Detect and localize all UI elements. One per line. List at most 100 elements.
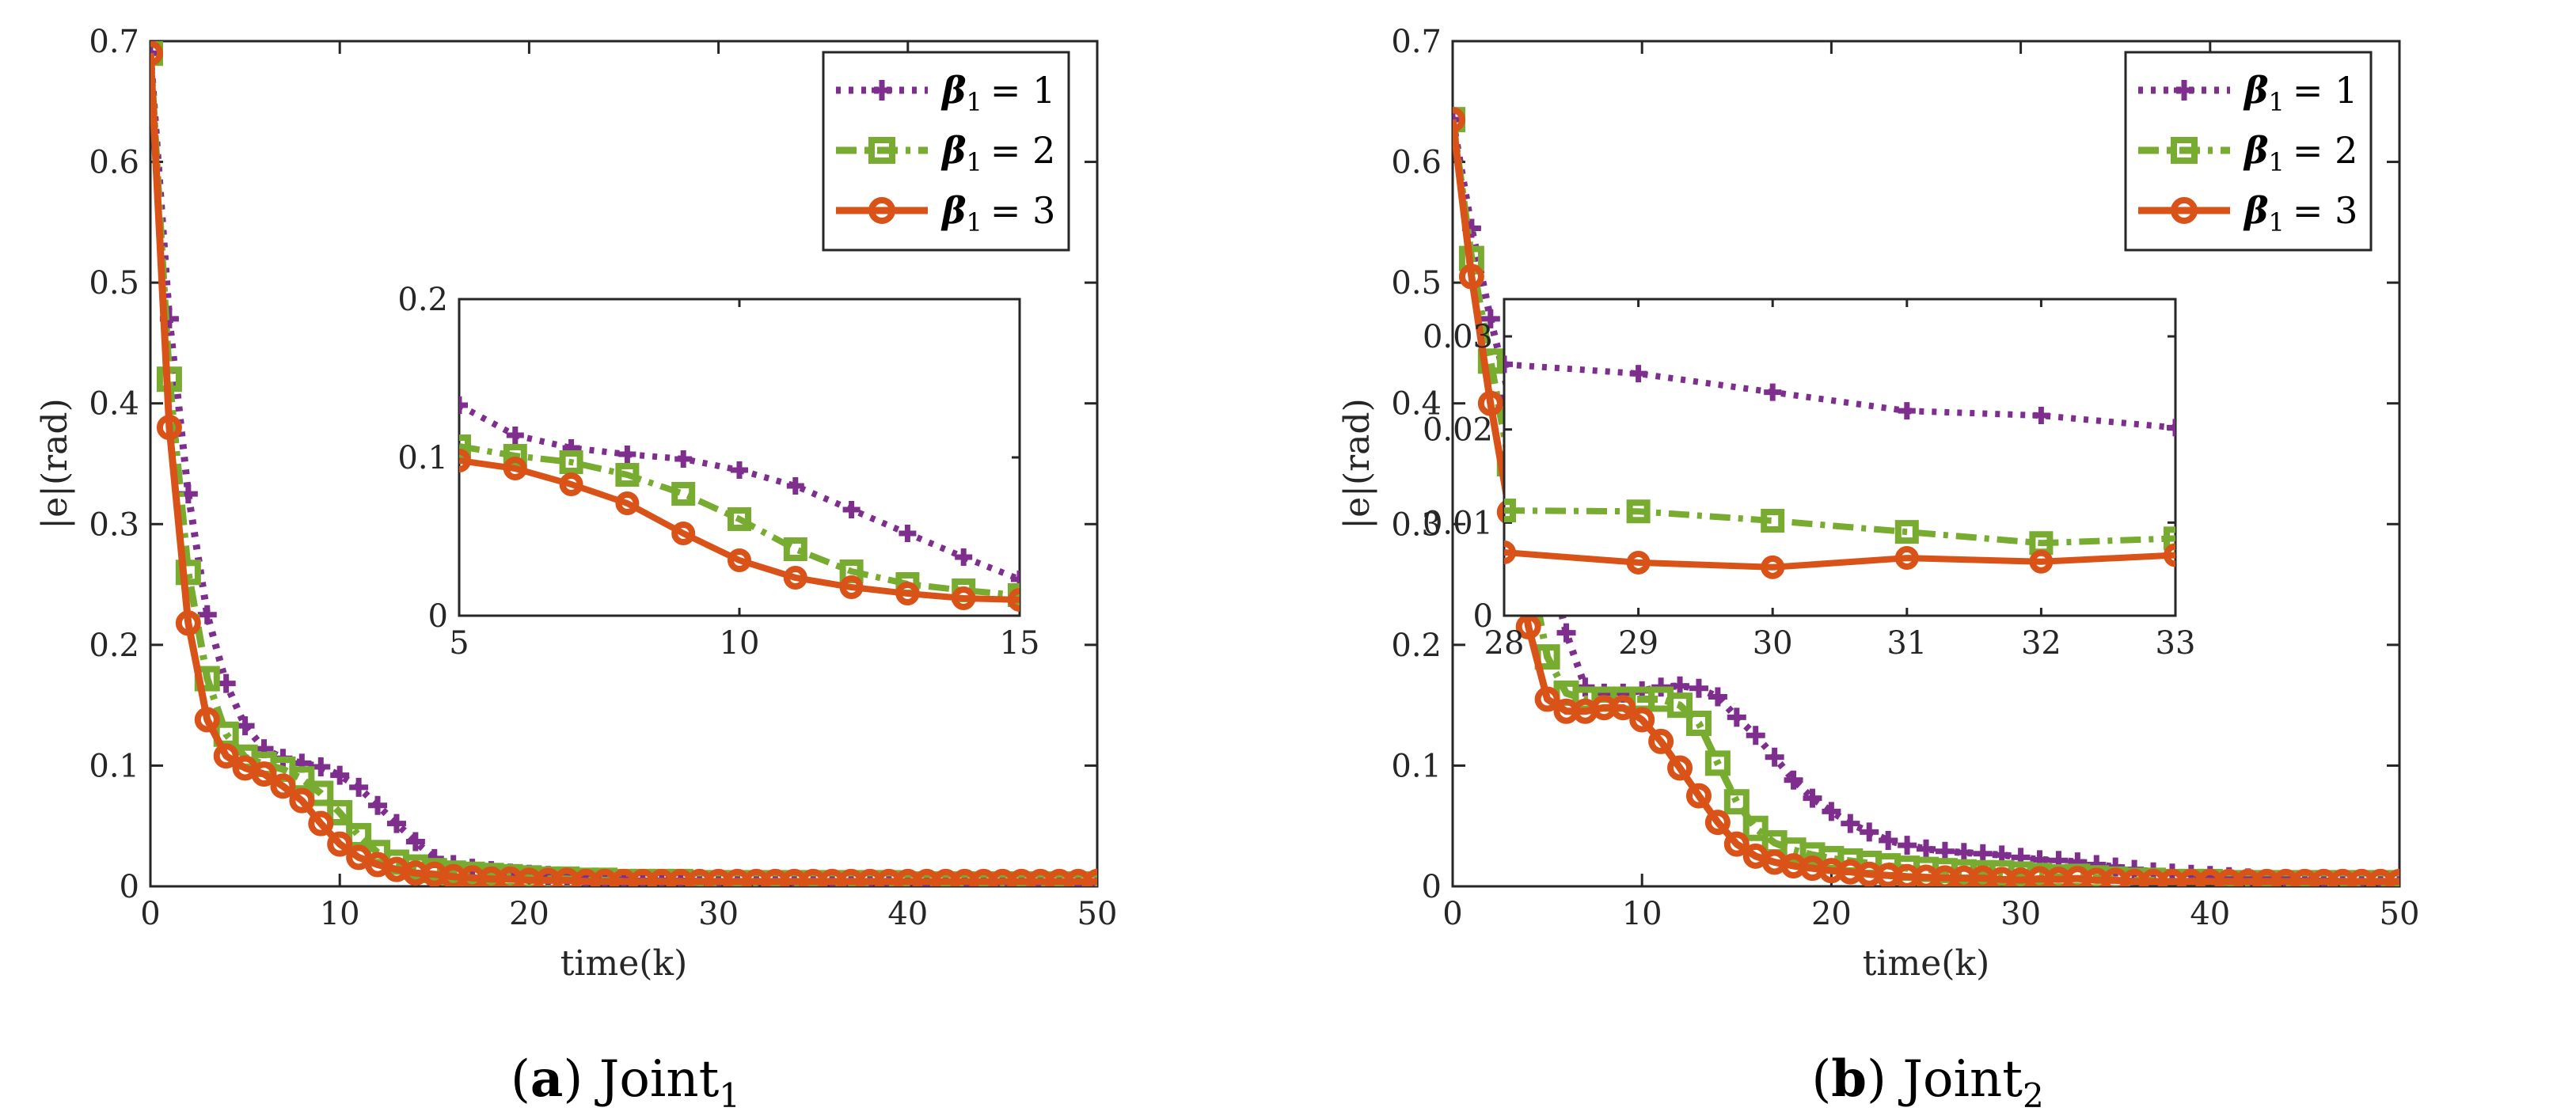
panel-caption: (a) Joint1	[511, 1049, 740, 1115]
legend-label: β1 = 3	[2243, 189, 2358, 237]
data-point	[2387, 868, 2399, 886]
data-point	[1784, 770, 1803, 790]
data-point	[1648, 728, 1674, 754]
data-point	[1667, 755, 1693, 781]
data-point	[839, 575, 864, 599]
data-point	[1894, 520, 1919, 544]
data-point	[308, 810, 334, 836]
data-point	[289, 787, 315, 814]
y-tick-label: 0.7	[89, 24, 139, 60]
data-point	[2164, 543, 2175, 567]
y-tick-label: 0.5	[1391, 265, 1442, 302]
data-point	[386, 814, 406, 833]
x-axis-label: time(k)	[1863, 943, 1990, 984]
data-point	[671, 482, 696, 506]
data-point	[1708, 687, 1727, 707]
y-axis-label: |e|(rad)	[1337, 398, 1377, 529]
x-tick-label: 40	[887, 896, 928, 932]
data-point	[1860, 822, 1879, 842]
series-group	[1453, 107, 2399, 886]
data-point	[1685, 711, 1712, 737]
series-line	[1504, 549, 2175, 571]
y-tick-label: 0.7	[1391, 24, 1442, 60]
data-point	[1879, 831, 1898, 851]
data-point	[1822, 802, 1841, 821]
x-tick-label: 28	[1484, 625, 1525, 662]
x-tick-label: 30	[698, 896, 739, 932]
data-point	[1704, 810, 1731, 836]
y-tick-label: 0.5	[89, 265, 139, 302]
data-point	[615, 463, 640, 487]
y-tick-label: 0	[1422, 869, 1442, 905]
legend-label: β1 = 2	[2243, 129, 2358, 177]
x-axis-label: time(k)	[560, 943, 688, 984]
series-line	[459, 402, 1020, 582]
series-group	[150, 41, 1097, 886]
data-point	[1764, 383, 1782, 401]
data-point	[1723, 789, 1750, 815]
data-point	[1954, 843, 1974, 863]
data-point	[899, 525, 917, 542]
y-tick-label: 0.6	[89, 145, 139, 181]
x-tick-label: 33	[2156, 625, 2196, 662]
data-point	[786, 477, 804, 495]
y-tick-label: 0.1	[397, 440, 448, 476]
data-point	[459, 449, 471, 472]
data-point	[197, 605, 217, 624]
data-point	[1723, 831, 1750, 857]
y-tick-label: 0.1	[89, 748, 139, 784]
x-tick-label: 50	[1077, 896, 1118, 932]
data-point	[194, 707, 220, 733]
x-tick-label: 20	[1811, 896, 1852, 932]
y-tick-label: 0.3	[1391, 506, 1442, 543]
x-tick-label: 10	[720, 625, 760, 662]
data-point	[1746, 726, 1765, 745]
data-point	[1898, 836, 1917, 855]
legend-box	[822, 51, 1070, 252]
data-point	[175, 610, 201, 636]
data-point	[156, 415, 182, 441]
data-point	[1515, 613, 1541, 639]
data-point	[1935, 841, 1955, 861]
y-tick-label: 0.2	[89, 628, 139, 664]
data-point	[175, 560, 201, 586]
data-point	[270, 773, 296, 799]
data-point	[955, 548, 973, 566]
data-point	[1894, 546, 1919, 571]
inset-axes: 5 10 15 0 0.1 0.2	[397, 282, 1039, 662]
x-tick-label: 40	[2190, 896, 2230, 932]
data-point	[1453, 107, 1465, 133]
data-point	[2174, 80, 2194, 101]
legend: β1 = 1 β1 = 2 β1 = 3	[2124, 51, 2373, 252]
data-point	[671, 522, 696, 545]
series-line	[459, 443, 1020, 598]
inset-axes: 28 29 30 31 32 33 0 0.01 0.02 0.03	[1423, 298, 2196, 662]
x-tick-label: 50	[2380, 896, 2420, 932]
x-tick-label: 5	[449, 625, 469, 662]
data-point	[1477, 390, 1503, 416]
data-point	[1841, 814, 1860, 833]
data-point	[459, 434, 471, 458]
legend-box	[2124, 51, 2373, 252]
data-point	[1626, 550, 1651, 575]
data-point	[1504, 499, 1516, 523]
legend: β1 = 1 β1 = 2 β1 = 3	[822, 51, 1070, 252]
data-point	[1458, 264, 1484, 290]
y-tick-label: 0.4	[89, 386, 139, 423]
data-point	[251, 761, 277, 787]
y-tick-label: 0.3	[89, 506, 139, 543]
y-tick-label: 0	[428, 598, 448, 635]
data-point	[842, 501, 861, 518]
data-point	[213, 743, 239, 769]
data-point	[952, 586, 976, 610]
data-point	[1629, 707, 1655, 733]
data-point	[2032, 407, 2050, 425]
x-tick-label: 20	[509, 896, 549, 932]
data-point	[1689, 678, 1708, 698]
data-point	[1504, 355, 1513, 374]
data-point	[503, 444, 527, 468]
y-tick-label: 0	[1473, 598, 1493, 635]
data-point	[728, 507, 751, 531]
data-point	[1685, 783, 1712, 809]
